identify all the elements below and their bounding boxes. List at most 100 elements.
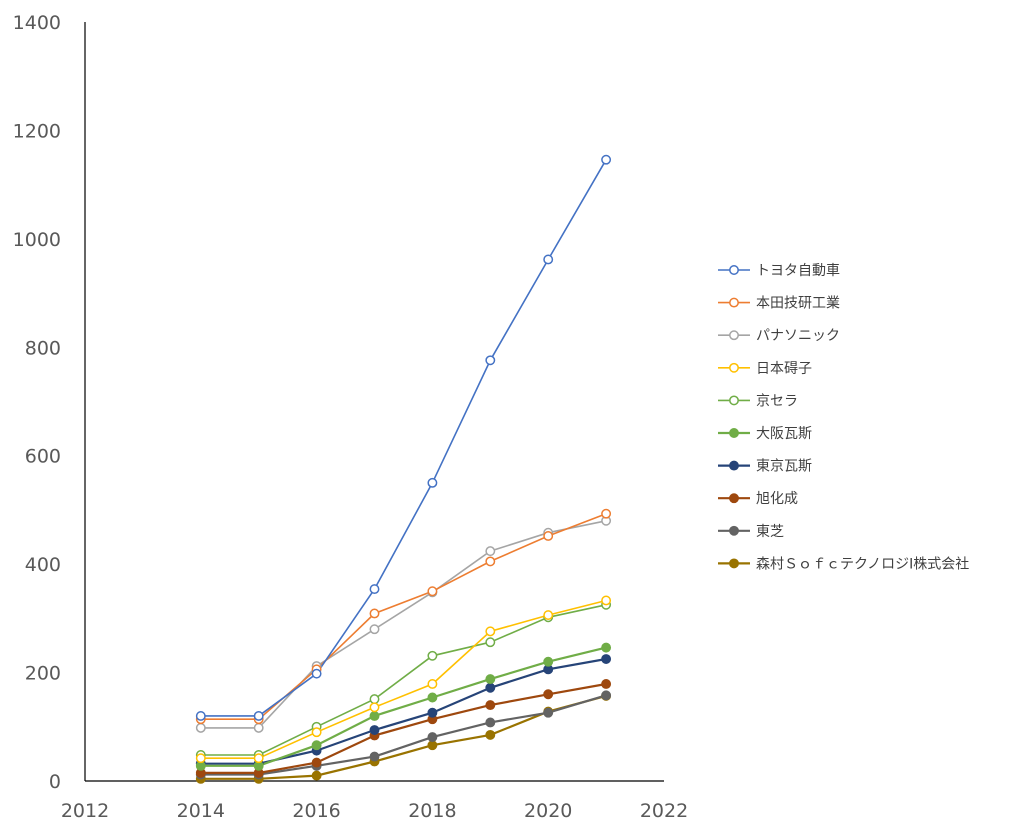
legend-label: トヨタ自動車: [756, 262, 840, 279]
data-point: [485, 355, 496, 366]
legend-swatch-marker: [729, 362, 739, 373]
data-point: [369, 608, 380, 619]
y-tick-label: 0: [49, 771, 61, 793]
legend-label: 旭化成: [756, 491, 798, 507]
data-point: [601, 654, 612, 664]
legend-item: 日本碍子: [718, 361, 812, 377]
legend-item: 京セラ: [718, 393, 798, 409]
data-point: [543, 254, 554, 265]
legend-item: 東京瓦斯: [718, 459, 812, 475]
legend-label: 森村ＳｏｆｃテクノロジⅠ株式会社: [756, 556, 969, 572]
x-tick-labels: 2012 2014 2016 2018 2020 2022: [61, 800, 688, 822]
data-point: [601, 154, 612, 165]
legend-swatch-marker: [729, 265, 739, 275]
legend-swatch-marker: [729, 493, 739, 504]
data-point: [195, 710, 206, 721]
data-point: [543, 689, 554, 700]
legend-swatch-marker: [729, 460, 739, 471]
legend-label: 京セラ: [756, 393, 798, 409]
legend-label: 大阪瓦斯: [756, 426, 812, 442]
data-point: [195, 722, 206, 733]
series-line: [200, 604, 607, 756]
y-tick-label: 600: [25, 446, 61, 468]
legend-swatch-marker: [729, 297, 739, 308]
data-point: [311, 727, 322, 738]
data-point: [485, 626, 496, 637]
data-point: [311, 770, 322, 781]
data-point: [311, 740, 322, 751]
series-line: [200, 159, 607, 717]
data-point: [543, 610, 554, 621]
data-point: [369, 624, 380, 635]
data-point: [369, 694, 380, 705]
legend-item: 大阪瓦斯: [718, 426, 812, 442]
legend-item: 旭化成: [718, 491, 798, 507]
y-tick-label: 1000: [13, 229, 61, 251]
legend-label: 東芝: [756, 524, 784, 540]
data-point: [253, 710, 264, 721]
legend-item: 東芝: [718, 524, 784, 540]
legend-item: トヨタ自動車: [718, 262, 840, 279]
data-point: [427, 650, 438, 661]
y-tick-label: 400: [25, 554, 61, 576]
data-point: [427, 679, 438, 689]
legend-swatch-marker: [729, 330, 739, 341]
data-point: [601, 690, 612, 701]
x-tick-label: 2020: [524, 800, 572, 822]
legend-swatch-marker: [729, 558, 739, 569]
data-point: [311, 668, 322, 679]
series-line: [200, 694, 607, 776]
data-point: [427, 586, 438, 597]
y-tick-label: 800: [25, 337, 61, 359]
legend-item: 本田技研工業: [718, 296, 840, 312]
y-tick-label: 200: [25, 663, 61, 685]
data-point: [369, 710, 380, 721]
data-point: [427, 740, 438, 751]
data-point: [253, 722, 264, 733]
data-point: [369, 702, 380, 713]
axes: [84, 22, 664, 782]
data-point: [543, 531, 554, 541]
legend-item: 森村ＳｏｆｃテクノロジⅠ株式会社: [718, 556, 969, 572]
data-point: [427, 732, 438, 743]
series-line: [200, 682, 607, 775]
legend-label: パナソニック: [756, 328, 840, 344]
data-point: [543, 707, 554, 718]
x-tick-label: 2018: [408, 800, 456, 822]
series-points: [195, 154, 612, 784]
data-point: [601, 508, 612, 519]
data-point: [485, 717, 496, 728]
legend-item: パナソニック: [718, 328, 840, 344]
x-tick-label: 2014: [177, 800, 225, 822]
x-tick-label: 2016: [292, 800, 340, 822]
data-point: [427, 707, 438, 718]
data-point: [601, 679, 612, 689]
series-line: [200, 599, 607, 760]
series-line: [200, 646, 607, 767]
data-point: [485, 546, 496, 557]
legend: トヨタ自動車本田技研工業パナソニック日本碍子京セラ大阪瓦斯東京瓦斯旭化成東芝森村…: [718, 262, 969, 572]
legend-label: 日本碍子: [756, 361, 812, 377]
data-point: [485, 729, 496, 740]
data-point: [369, 725, 380, 735]
data-point: [369, 584, 380, 595]
y-tick-labels: 0 200 400 600 800 1000 1200 1400: [13, 12, 61, 793]
series-lines: [200, 159, 607, 780]
y-tick-label: 1400: [13, 12, 61, 34]
data-point: [369, 751, 380, 762]
data-point: [485, 674, 496, 685]
legend-label: 東京瓦斯: [756, 459, 812, 475]
y-tick-label: 1200: [13, 120, 61, 142]
legend-swatch-marker: [729, 428, 739, 438]
data-point: [485, 637, 496, 648]
data-point: [195, 753, 206, 764]
legend-swatch-marker: [729, 395, 739, 406]
data-point: [485, 700, 496, 711]
data-point: [427, 692, 438, 703]
data-point: [601, 642, 612, 653]
legend-label: 本田技研工業: [756, 296, 840, 312]
data-point: [311, 757, 322, 768]
data-point: [253, 753, 264, 764]
